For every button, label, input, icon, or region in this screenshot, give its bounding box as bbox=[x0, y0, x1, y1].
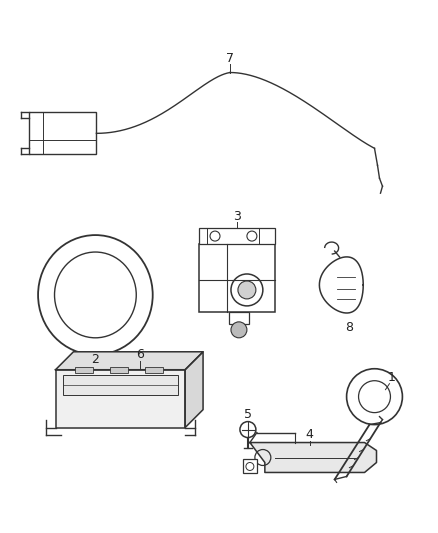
FancyBboxPatch shape bbox=[110, 367, 128, 373]
FancyBboxPatch shape bbox=[243, 459, 257, 473]
Text: 2: 2 bbox=[92, 353, 99, 366]
FancyBboxPatch shape bbox=[199, 228, 275, 244]
Text: 1: 1 bbox=[388, 371, 396, 384]
Text: 3: 3 bbox=[233, 209, 241, 223]
Text: 6: 6 bbox=[136, 348, 144, 361]
Polygon shape bbox=[56, 370, 185, 427]
Text: 4: 4 bbox=[306, 428, 314, 441]
FancyBboxPatch shape bbox=[199, 244, 275, 312]
FancyBboxPatch shape bbox=[145, 367, 163, 373]
Polygon shape bbox=[250, 442, 377, 472]
Circle shape bbox=[238, 281, 256, 299]
Text: 8: 8 bbox=[346, 321, 353, 334]
Polygon shape bbox=[185, 352, 203, 427]
FancyBboxPatch shape bbox=[75, 367, 93, 373]
Circle shape bbox=[231, 322, 247, 338]
Text: 7: 7 bbox=[226, 52, 234, 65]
Text: 5: 5 bbox=[244, 408, 252, 421]
Polygon shape bbox=[56, 352, 203, 370]
FancyBboxPatch shape bbox=[28, 112, 96, 154]
FancyBboxPatch shape bbox=[64, 375, 178, 394]
FancyBboxPatch shape bbox=[229, 312, 249, 324]
